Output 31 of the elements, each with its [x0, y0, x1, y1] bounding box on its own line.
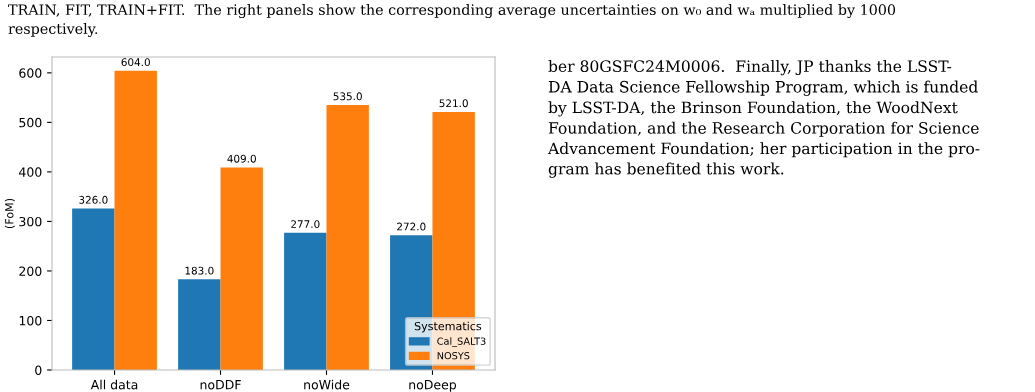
y-tick-label: 500 [19, 117, 42, 128]
x-tick-label: noDDF [200, 380, 241, 390]
y-tick-label: 400 [19, 167, 42, 177]
data-label: 183.0 [185, 266, 214, 275]
x-tick-label: noDeep [409, 380, 457, 392]
y-tick-label: 100 [19, 315, 42, 326]
y-tick-label: 300 [19, 216, 42, 227]
legend-title: Systematics [414, 321, 482, 333]
x-tick-label: noWide [304, 379, 350, 390]
bar [178, 279, 221, 370]
y-tick-label: 600 [19, 68, 42, 78]
y-tick-label: 200 [19, 266, 42, 276]
data-label: 521.0 [439, 99, 468, 108]
bar [114, 70, 157, 370]
data-label: 535.0 [333, 92, 362, 101]
data-label: 272.0 [397, 222, 426, 231]
bar [72, 208, 115, 370]
legend-label: NOSYS [437, 352, 470, 360]
x-tick-label: All data [90, 379, 138, 390]
data-label: 326.0 [79, 195, 108, 204]
legend-label: Cal_SALT3 [437, 337, 486, 347]
text: TRAIN, FIT, TRAIN+FIT. The right panels show the corresponding average uncertainties on w₀ and wₐ multiplied by 1000 respectively. [8, 4, 896, 37]
bar [284, 232, 327, 370]
y-axis-title: (FoM) [4, 198, 15, 229]
data-label: 277.0 [291, 220, 320, 229]
text: ber 80GSFC24M0006. Finally, JP thanks the LSST- DA Data Science Fellowship Program, which is funded by LSST-DA, the Brinson Foundation, the WoodNext Foundation, and the Research Corporation for Science Advancement Foundation; her participation in the pro- gram has benefited this work. [547, 60, 980, 178]
y-tick-label: 0 [35, 365, 42, 375]
data-label: 604.0 [121, 58, 150, 67]
data-label: 409.0 [227, 154, 256, 163]
bar [220, 167, 263, 370]
bar [326, 105, 369, 370]
